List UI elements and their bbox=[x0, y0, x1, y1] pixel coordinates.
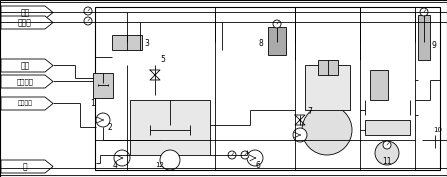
Text: 12: 12 bbox=[156, 162, 164, 168]
Polygon shape bbox=[1, 6, 53, 19]
Circle shape bbox=[96, 113, 110, 127]
Circle shape bbox=[293, 128, 307, 142]
Circle shape bbox=[84, 17, 92, 25]
Bar bbox=[93, 73, 113, 98]
Polygon shape bbox=[1, 97, 53, 110]
Bar bbox=[130, 100, 210, 155]
Text: 氢氧化铝: 氢氧化铝 bbox=[17, 78, 34, 85]
Circle shape bbox=[302, 105, 352, 155]
Bar bbox=[318, 60, 338, 75]
Circle shape bbox=[228, 151, 236, 159]
Text: 10: 10 bbox=[434, 127, 443, 133]
Bar bbox=[365, 120, 410, 135]
Circle shape bbox=[247, 150, 263, 166]
Polygon shape bbox=[1, 75, 53, 88]
Circle shape bbox=[241, 151, 249, 159]
Bar bbox=[418, 15, 430, 60]
Text: 水: 水 bbox=[23, 162, 27, 171]
Bar bbox=[268, 27, 286, 55]
Polygon shape bbox=[1, 160, 53, 173]
Circle shape bbox=[375, 141, 399, 165]
Text: 3: 3 bbox=[144, 39, 149, 47]
Text: 11: 11 bbox=[382, 158, 392, 167]
Circle shape bbox=[114, 150, 130, 166]
Circle shape bbox=[84, 7, 92, 15]
Text: 1: 1 bbox=[91, 98, 95, 107]
Polygon shape bbox=[1, 59, 53, 72]
Polygon shape bbox=[1, 16, 53, 29]
Text: 硫酸: 硫酸 bbox=[21, 61, 30, 70]
Text: 2: 2 bbox=[108, 124, 112, 133]
Text: 9: 9 bbox=[431, 41, 436, 50]
Text: 6: 6 bbox=[256, 161, 261, 170]
Bar bbox=[112, 35, 142, 50]
Bar bbox=[370, 70, 388, 100]
Text: 7: 7 bbox=[308, 107, 312, 116]
Circle shape bbox=[420, 8, 428, 16]
Text: 5: 5 bbox=[160, 56, 165, 64]
Bar bbox=[95, 7, 440, 170]
Circle shape bbox=[383, 141, 391, 149]
Circle shape bbox=[160, 150, 180, 170]
Text: 冷却水: 冷却水 bbox=[18, 18, 32, 27]
Text: 压缩空气: 压缩空气 bbox=[17, 101, 33, 106]
Circle shape bbox=[273, 20, 281, 28]
Text: 8: 8 bbox=[259, 39, 263, 47]
Text: 4: 4 bbox=[113, 161, 118, 170]
Bar bbox=[305, 65, 350, 110]
Text: 蒸汽: 蒸汽 bbox=[21, 8, 30, 17]
